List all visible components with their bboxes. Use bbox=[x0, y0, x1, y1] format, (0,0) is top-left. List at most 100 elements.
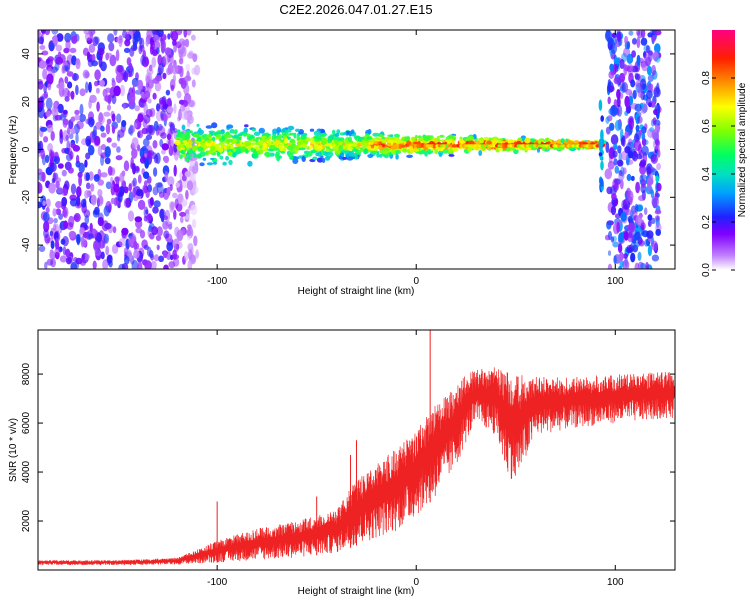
y-tick-label: 40 bbox=[21, 48, 32, 60]
heatmap-cell bbox=[123, 160, 130, 172]
heatmap-cell bbox=[626, 41, 631, 50]
heatmap-cell bbox=[405, 144, 410, 148]
heatmap-cell bbox=[191, 218, 197, 229]
heatmap-cell bbox=[132, 177, 137, 187]
heatmap-cell bbox=[613, 77, 621, 85]
heatmap-cell bbox=[636, 38, 641, 48]
heatmap-cell bbox=[626, 232, 634, 243]
heatmap-cell bbox=[115, 73, 123, 84]
heatmap-cell bbox=[79, 103, 84, 116]
heatmap-cell bbox=[262, 143, 268, 149]
heatmap-cell bbox=[88, 233, 94, 239]
heatmap-cell bbox=[378, 144, 383, 151]
heatmap-cell bbox=[390, 145, 398, 150]
heatmap-cell bbox=[321, 157, 326, 163]
heatmap-cell bbox=[239, 132, 245, 135]
heatmap-cell bbox=[73, 72, 77, 82]
heatmap-cell bbox=[646, 166, 652, 177]
heatmap-cell bbox=[140, 54, 146, 66]
heatmap-cell bbox=[423, 135, 431, 142]
heatmap-cell bbox=[79, 227, 85, 235]
heatmap-cell bbox=[616, 221, 620, 234]
heatmap-cell bbox=[87, 117, 91, 126]
heatmap-cell bbox=[62, 118, 69, 126]
heatmap-cell bbox=[97, 195, 104, 207]
heatmap-cell bbox=[97, 145, 103, 156]
heatmap-cell bbox=[68, 230, 76, 239]
heatmap-cell bbox=[632, 150, 637, 157]
heatmap-cell bbox=[656, 163, 661, 171]
heatmap-cell bbox=[156, 103, 160, 112]
heatmap-cell bbox=[350, 129, 355, 134]
heatmap-cell bbox=[636, 153, 643, 160]
heatmap-cell bbox=[167, 62, 174, 75]
heatmap-cell bbox=[605, 141, 610, 153]
heatmap-cell bbox=[97, 179, 104, 186]
heatmap-cell bbox=[40, 126, 48, 132]
x-tick-label: 100 bbox=[607, 276, 624, 287]
heatmap-cell bbox=[88, 81, 92, 93]
heatmap-cell bbox=[45, 166, 53, 176]
heatmap-cell bbox=[110, 197, 115, 205]
heatmap-cell bbox=[207, 149, 214, 155]
heatmap-cell bbox=[600, 115, 604, 122]
heatmap-cell bbox=[42, 200, 46, 206]
heatmap-cell bbox=[100, 132, 107, 138]
snr-panel: -100 0 100 2000 4000 6000 8000 Height of strai… bbox=[8, 329, 676, 597]
heatmap-cell bbox=[624, 208, 632, 216]
heatmap-cell bbox=[106, 52, 113, 58]
heatmap-cell bbox=[527, 146, 532, 151]
heatmap-cell bbox=[179, 154, 183, 160]
heatmap-cell bbox=[598, 152, 603, 157]
heatmap-cell bbox=[151, 49, 158, 57]
heatmap-cell bbox=[185, 189, 189, 200]
heatmap-cell bbox=[417, 135, 422, 139]
heatmap-cell bbox=[100, 172, 108, 178]
heatmap-cell bbox=[38, 245, 46, 252]
heatmap-cell bbox=[53, 223, 57, 232]
heatmap-cell bbox=[619, 251, 624, 262]
heatmap-cell bbox=[623, 230, 629, 241]
heatmap-cell bbox=[95, 87, 100, 94]
heatmap-cell bbox=[636, 116, 643, 124]
heatmap-cell bbox=[85, 182, 91, 190]
heatmap-cell bbox=[99, 79, 105, 87]
heatmap-cell bbox=[376, 151, 380, 158]
heatmap-cell bbox=[298, 147, 306, 151]
heatmap-cell bbox=[113, 183, 120, 193]
heatmap-cell bbox=[320, 155, 324, 158]
heatmap-cell bbox=[164, 47, 172, 56]
heatmap-cell bbox=[137, 199, 146, 210]
heatmap-cell bbox=[178, 58, 184, 65]
heatmap-cell bbox=[178, 108, 182, 121]
heatmap-cell bbox=[378, 154, 383, 158]
heatmap-cell bbox=[195, 132, 200, 138]
heatmap-cell bbox=[492, 140, 497, 145]
heatmap-cell bbox=[187, 243, 194, 252]
heatmap-cell bbox=[46, 124, 54, 133]
heatmap-cell bbox=[41, 30, 46, 35]
heatmap-cell bbox=[328, 151, 334, 157]
heatmap-cell bbox=[345, 130, 350, 135]
heatmap-cell bbox=[97, 114, 105, 125]
heatmap-cell bbox=[172, 249, 178, 260]
heatmap-cell bbox=[94, 249, 102, 256]
heatmap-cell bbox=[401, 137, 406, 142]
heatmap-cell bbox=[92, 36, 99, 47]
heatmap-cell bbox=[45, 58, 51, 64]
heatmap-cell bbox=[145, 190, 150, 198]
heatmap-cell bbox=[85, 172, 90, 182]
heatmap-cell bbox=[613, 255, 617, 265]
heatmap-cell bbox=[296, 135, 300, 142]
heatmap-cell bbox=[63, 220, 69, 230]
heatmap-cell bbox=[331, 134, 335, 138]
heatmap-cell bbox=[269, 144, 276, 150]
heatmap-cell bbox=[317, 151, 322, 157]
heatmap-cell bbox=[168, 145, 174, 156]
heatmap-cell bbox=[314, 141, 320, 145]
heatmap-cell bbox=[640, 262, 646, 269]
heatmap-cell bbox=[258, 139, 265, 146]
heatmap-cell bbox=[118, 263, 126, 269]
heatmap-cell bbox=[277, 135, 282, 141]
heatmap-cell bbox=[640, 37, 648, 46]
